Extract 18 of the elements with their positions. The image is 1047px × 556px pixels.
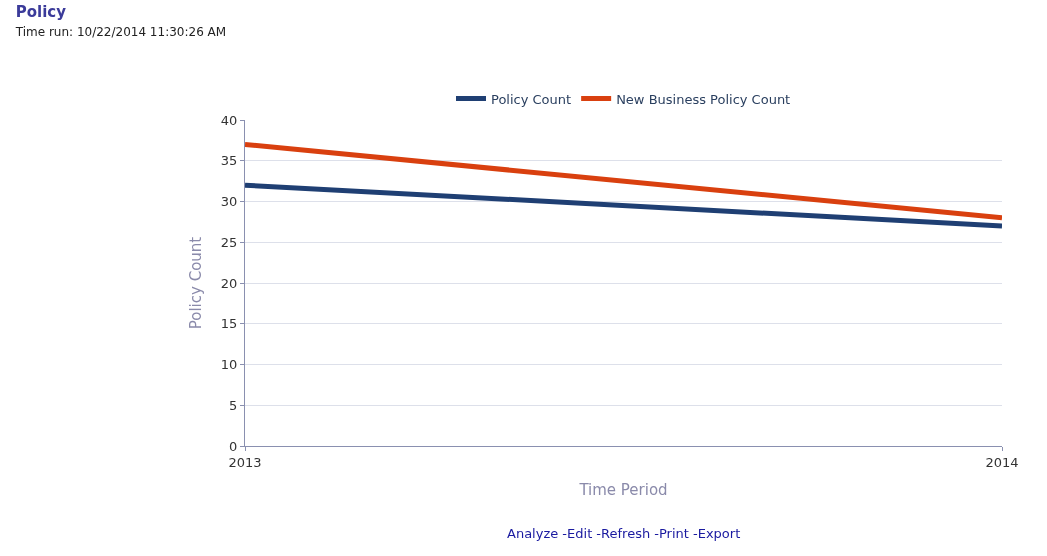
- text: Analyze -Edit -Refresh -Print -Export: [507, 526, 741, 541]
- x-tick-label: 2014: [985, 454, 1019, 470]
- y-tick-label: 40: [220, 112, 238, 128]
- legend-label: New Business Policy Count: [616, 91, 791, 107]
- y-tick-label: 5: [229, 397, 238, 413]
- y-tick-label: 25: [220, 234, 238, 250]
- y-tick-label: 35: [220, 153, 238, 169]
- text: Policy: [15, 2, 67, 21]
- text: Time run: 10/22/2014 11:30:26 AM: [14, 25, 227, 40]
- legend-label: Policy Count: [491, 91, 572, 107]
- y-axis-title: Policy Count: [187, 236, 206, 330]
- y-tick-label: 15: [220, 316, 238, 332]
- y-tick-label: 0: [229, 438, 238, 454]
- x-axis-title: Time Period: [578, 480, 668, 499]
- x-tick-label: 2013: [228, 454, 262, 470]
- y-tick-label: 10: [220, 357, 238, 373]
- y-tick-label: 30: [220, 194, 238, 210]
- y-tick-label: 20: [220, 275, 238, 291]
